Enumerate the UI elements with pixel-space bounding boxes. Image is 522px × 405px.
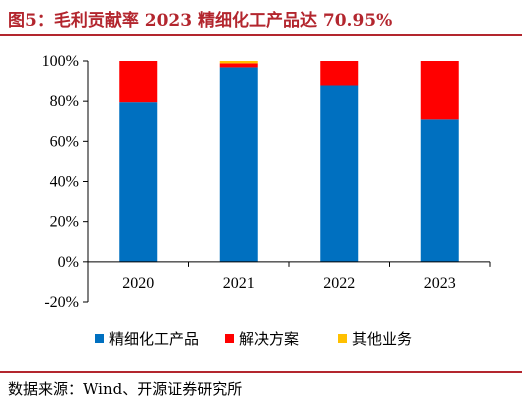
x-tick-label: 2022 xyxy=(323,275,355,292)
y-tick-label: -20% xyxy=(44,294,79,311)
y-tick-label: 60% xyxy=(50,133,79,150)
x-tick-label: 2023 xyxy=(424,275,456,292)
legend: 精细化工产品 解决方案 其他业务 xyxy=(95,330,412,348)
y-tick-label: 20% xyxy=(50,214,79,231)
y-tick-label: 0% xyxy=(58,254,79,271)
bar-2022-series-2 xyxy=(320,61,359,86)
title-rule xyxy=(0,34,522,36)
source-rule xyxy=(0,371,522,373)
y-tick-label: 100% xyxy=(42,53,79,70)
bar-2021-series-2 xyxy=(219,63,258,68)
bar-2021-series-3 xyxy=(219,61,258,64)
bar-2021-series-1 xyxy=(219,67,258,262)
y-tick-label: 40% xyxy=(50,174,79,191)
bar-2020-series-2 xyxy=(119,61,158,103)
bars xyxy=(119,61,459,262)
legend-swatch-1 xyxy=(95,334,104,343)
x-tick-label: 2020 xyxy=(122,275,154,292)
source-note: 数据来源：Wind、开源证券研究所 xyxy=(8,380,243,398)
bar-2022-series-1 xyxy=(320,85,359,262)
y-axis: -20% 0% 20% 40% 60% 80% 100% xyxy=(42,53,89,311)
legend-swatch-2 xyxy=(225,334,234,343)
y-tick-label: 80% xyxy=(50,93,79,110)
legend-label-2: 解决方案 xyxy=(239,330,299,348)
chart-title: 图5：毛利贡献率 2023 精细化工产品达 70.95% xyxy=(8,11,393,31)
legend-swatch-3 xyxy=(338,334,347,343)
x-axis: 2020 2021 2022 2023 xyxy=(87,261,491,292)
legend-label-3: 其他业务 xyxy=(352,330,412,348)
x-tick-label: 2021 xyxy=(223,275,255,292)
legend-label-1: 精细化工产品 xyxy=(109,330,199,348)
bar-2023-series-2 xyxy=(420,61,459,120)
bar-2020-series-1 xyxy=(119,102,158,262)
bar-2023-series-1 xyxy=(420,119,459,262)
stacked-bar-chart: -20%0%20%40%60%80%100% 2020 2021 2022 2023 … xyxy=(42,53,491,348)
